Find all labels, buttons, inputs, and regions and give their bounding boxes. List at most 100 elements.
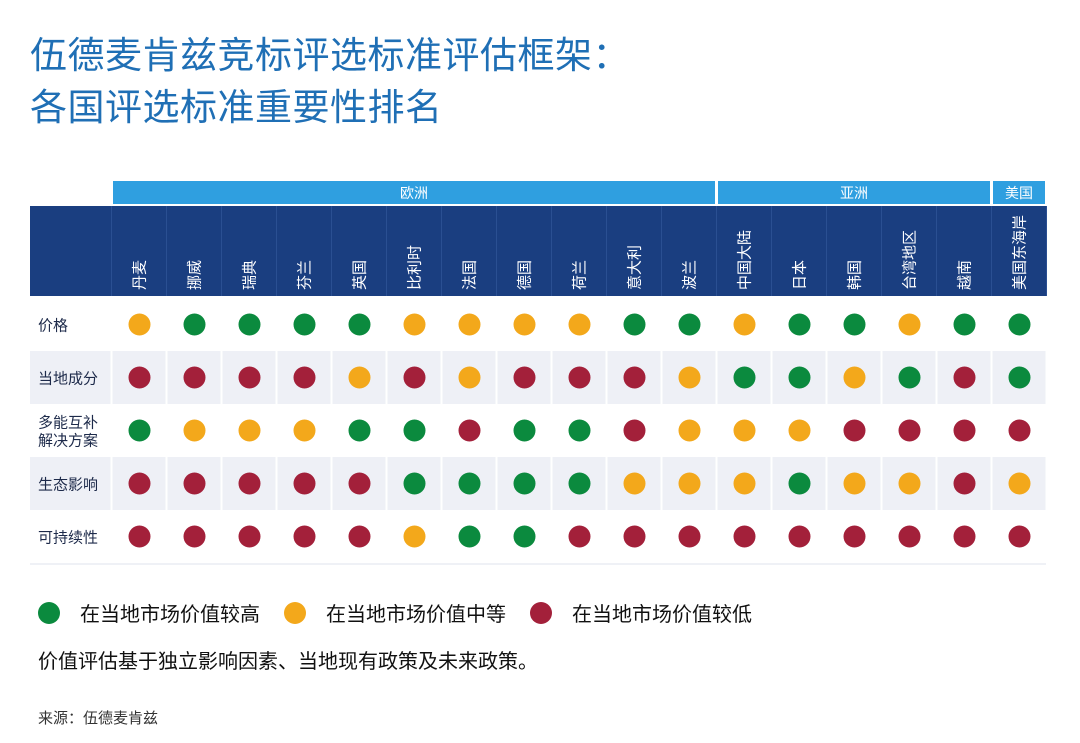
rating-dot-4-14-low <box>898 525 921 548</box>
rating-dot-0-4-high <box>348 313 371 336</box>
region-label-0: 欧洲 <box>400 186 428 202</box>
country-label-14: 台湾地区 <box>901 230 919 290</box>
criterion-label-2-1: 解决方案 <box>38 432 98 450</box>
rating-dot-0-10-high <box>678 313 701 336</box>
rating-dot-1-6-mid <box>458 366 481 389</box>
rating-dot-1-2-low <box>238 366 261 389</box>
rating-dot-2-11-mid <box>733 419 756 442</box>
rating-dot-1-1-low <box>183 366 206 389</box>
region-bar-1 <box>718 181 990 204</box>
rating-dot-0-13-high <box>843 313 866 336</box>
rating-dot-1-13-mid <box>843 366 866 389</box>
rating-dot-0-12-high <box>788 313 811 336</box>
rating-dot-4-6-high <box>458 525 481 548</box>
country-label-9: 意大利 <box>626 245 644 290</box>
legend-dot-high <box>38 601 60 624</box>
rating-dot-4-10-low <box>678 525 701 548</box>
region-bar-0 <box>113 181 715 204</box>
country-label-16: 美国东海岸 <box>1011 215 1029 290</box>
rating-dot-0-2-high <box>238 313 261 336</box>
source-note: 来源：伍德麦肯兹 <box>38 709 159 727</box>
rating-dot-1-14-high <box>898 366 921 389</box>
legend-item-high: 在当地市场价值较高 <box>38 598 260 627</box>
legend-label-low: 在当地市场价值较低 <box>572 602 752 626</box>
rating-dot-0-1-high <box>183 313 206 336</box>
rating-dot-1-12-high <box>788 366 811 389</box>
country-label-6: 法国 <box>461 260 479 290</box>
region-bar-2 <box>993 181 1045 204</box>
country-label-15: 越南 <box>956 260 974 290</box>
rating-dot-4-0-low <box>128 525 151 548</box>
rating-dot-3-5-high <box>403 472 426 495</box>
rating-dot-1-5-low <box>403 366 426 389</box>
region-label-1: 亚洲 <box>840 186 868 202</box>
country-label-5: 比利时 <box>406 245 424 290</box>
rating-dot-2-3-mid <box>293 419 316 442</box>
rating-dot-0-3-high <box>293 313 316 336</box>
header-band <box>30 206 1046 296</box>
rating-dot-0-15-high <box>953 313 976 336</box>
rating-dot-1-11-high <box>733 366 756 389</box>
rating-dot-2-7-high <box>513 419 536 442</box>
legend-item-mid: 在当地市场价值中等 <box>284 598 506 627</box>
rating-dot-3-10-mid <box>678 472 701 495</box>
country-label-0: 丹麦 <box>131 260 149 290</box>
rating-dot-0-11-mid <box>733 313 756 336</box>
criterion-label-0-0: 价格 <box>38 317 68 335</box>
rating-dot-1-0-low <box>128 366 151 389</box>
rating-dot-3-6-high <box>458 472 481 495</box>
rating-dot-4-5-mid <box>403 525 426 548</box>
rating-dot-3-2-low <box>238 472 261 495</box>
rating-dot-4-8-low <box>568 525 591 548</box>
rating-dot-4-1-low <box>183 525 206 548</box>
country-label-1: 挪威 <box>186 260 204 290</box>
rating-dot-3-7-high <box>513 472 536 495</box>
country-label-3: 芬兰 <box>296 260 314 290</box>
rating-dot-3-15-low <box>953 472 976 495</box>
rating-dot-2-2-mid <box>238 419 261 442</box>
rating-dot-1-16-high <box>1008 366 1031 389</box>
rating-dot-4-11-low <box>733 525 756 548</box>
legend-dot-mid <box>284 601 306 624</box>
rating-dot-2-16-low <box>1008 419 1031 442</box>
rating-dot-4-3-low <box>293 525 316 548</box>
rating-dot-0-7-mid <box>513 313 536 336</box>
rating-dot-0-0-mid <box>128 313 151 336</box>
legend-label-mid: 在当地市场价值中等 <box>326 602 506 626</box>
legend-label-high: 在当地市场价值较高 <box>80 602 260 626</box>
rating-dot-2-15-low <box>953 419 976 442</box>
rating-dot-0-14-mid <box>898 313 921 336</box>
criterion-label-2-0: 多能互补 <box>38 414 98 432</box>
rating-dot-2-1-mid <box>183 419 206 442</box>
country-label-12: 日本 <box>791 260 809 290</box>
rating-dot-0-9-high <box>623 313 646 336</box>
rating-dot-4-2-low <box>238 525 261 548</box>
rating-dot-4-13-low <box>843 525 866 548</box>
country-label-13: 韩国 <box>846 260 864 290</box>
title-line-2: 各国评选标准重要性排名 <box>30 86 443 129</box>
rating-dot-1-15-low <box>953 366 976 389</box>
country-label-8: 荷兰 <box>571 260 589 290</box>
rating-dot-1-10-mid <box>678 366 701 389</box>
rating-dot-3-14-mid <box>898 472 921 495</box>
rating-dot-1-7-low <box>513 366 536 389</box>
country-label-2: 瑞典 <box>241 260 259 290</box>
rating-dot-4-4-low <box>348 525 371 548</box>
rating-dot-2-6-low <box>458 419 481 442</box>
row-band-3 <box>30 457 1046 510</box>
rating-dot-2-5-high <box>403 419 426 442</box>
region-label-2: 美国 <box>1005 186 1033 202</box>
rating-dot-3-4-low <box>348 472 371 495</box>
rating-dot-2-0-high <box>128 419 151 442</box>
row-band-1 <box>30 351 1046 404</box>
country-label-4: 英国 <box>351 260 369 290</box>
footnote: 价值评估基于独立影响因素、当地现有政策及未来政策。 <box>38 649 538 673</box>
rating-dot-3-0-low <box>128 472 151 495</box>
rating-dot-4-12-low <box>788 525 811 548</box>
rating-dot-1-4-mid <box>348 366 371 389</box>
rating-dot-1-3-low <box>293 366 316 389</box>
rating-dot-3-12-high <box>788 472 811 495</box>
legend-dot-low <box>530 601 552 624</box>
rating-dot-0-8-mid <box>568 313 591 336</box>
